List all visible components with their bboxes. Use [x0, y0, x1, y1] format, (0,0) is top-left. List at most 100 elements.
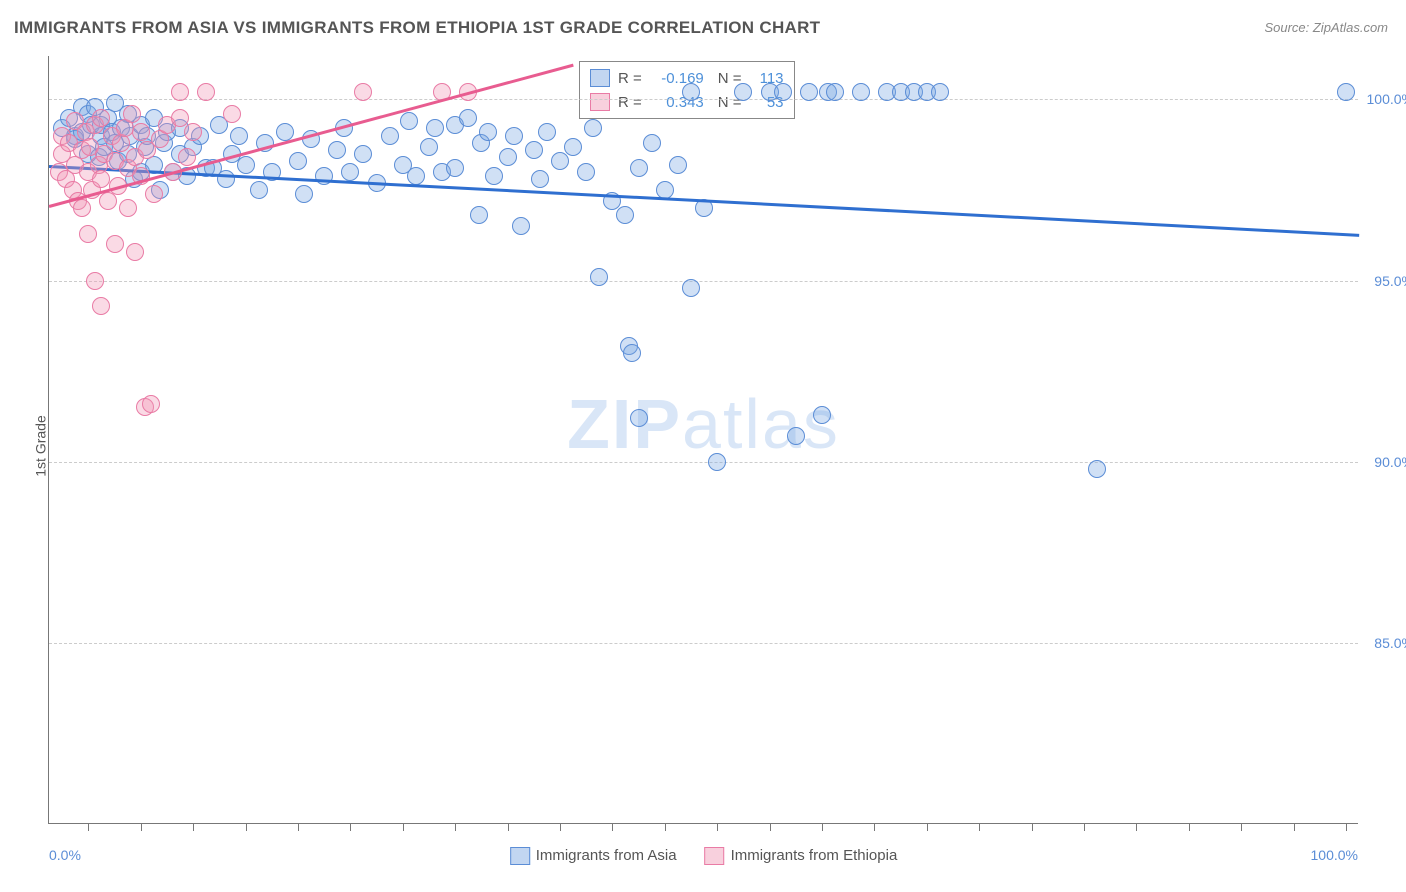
r-label: R =: [618, 94, 642, 111]
data-point: [774, 83, 792, 101]
x-tick: [979, 823, 980, 831]
data-point: [682, 279, 700, 297]
x-tick: [246, 823, 247, 831]
x-tick: [508, 823, 509, 831]
x-tick: [927, 823, 928, 831]
legend-swatch-icon: [590, 69, 610, 87]
gridline: [49, 643, 1358, 644]
x-tick: [770, 823, 771, 831]
gridline: [49, 281, 1358, 282]
gridline: [49, 462, 1358, 463]
x-tick: [1084, 823, 1085, 831]
data-point: [551, 152, 569, 170]
legend-swatch-icon: [510, 847, 530, 865]
data-point: [505, 127, 523, 145]
data-point: [145, 185, 163, 203]
data-point: [217, 170, 235, 188]
x-tick: [1346, 823, 1347, 831]
y-axis-label: 1st Grade: [33, 415, 49, 476]
data-point: [525, 141, 543, 159]
data-point: [106, 235, 124, 253]
data-point: [682, 83, 700, 101]
r-label: R =: [618, 70, 642, 87]
data-point: [1337, 83, 1355, 101]
data-point: [230, 127, 248, 145]
data-point: [142, 395, 160, 413]
x-tick: [665, 823, 666, 831]
legend-swatch-icon: [705, 847, 725, 865]
data-point: [787, 427, 805, 445]
data-point: [250, 181, 268, 199]
x-tick: [612, 823, 613, 831]
data-point: [86, 272, 104, 290]
data-point: [92, 297, 110, 315]
x-tick: [1294, 823, 1295, 831]
gridline: [49, 99, 1358, 100]
data-point: [852, 83, 870, 101]
data-point: [237, 156, 255, 174]
x-tick: [822, 823, 823, 831]
data-point: [499, 148, 517, 166]
y-tick-label: 85.0%: [1374, 635, 1406, 651]
x-tick: [1136, 823, 1137, 831]
data-point: [126, 243, 144, 261]
data-point: [92, 109, 110, 127]
data-point: [123, 105, 141, 123]
x-tick: [350, 823, 351, 831]
data-point: [459, 109, 477, 127]
x-tick: [455, 823, 456, 831]
data-point: [197, 83, 215, 101]
data-point: [813, 406, 831, 424]
data-point: [276, 123, 294, 141]
legend-label: Immigrants from Ethiopia: [731, 847, 898, 864]
data-point: [479, 123, 497, 141]
data-point: [79, 225, 97, 243]
data-point: [400, 112, 418, 130]
legend-item: Immigrants from Ethiopia: [705, 847, 898, 865]
data-point: [119, 199, 137, 217]
legend-swatch-icon: [590, 93, 610, 111]
data-point: [223, 105, 241, 123]
data-point: [1088, 460, 1106, 478]
data-point: [512, 217, 530, 235]
data-point: [295, 185, 313, 203]
legend-item: Immigrants from Asia: [510, 847, 677, 865]
data-point: [92, 170, 110, 188]
data-point: [485, 167, 503, 185]
x-tick: [1189, 823, 1190, 831]
data-point: [470, 206, 488, 224]
x-tick: [141, 823, 142, 831]
data-point: [826, 83, 844, 101]
data-point: [420, 138, 438, 156]
y-tick-label: 90.0%: [1374, 454, 1406, 470]
source-label: Source: ZipAtlas.com: [1264, 20, 1388, 35]
data-point: [538, 123, 556, 141]
x-tick: [717, 823, 718, 831]
data-point: [643, 134, 661, 152]
x-tick: [874, 823, 875, 831]
data-point: [669, 156, 687, 174]
y-tick-label: 100.0%: [1367, 91, 1406, 107]
data-point: [734, 83, 752, 101]
data-point: [616, 206, 634, 224]
regression-line: [49, 165, 1359, 236]
data-point: [630, 409, 648, 427]
x-tick: [403, 823, 404, 831]
data-point: [623, 344, 641, 362]
data-point: [381, 127, 399, 145]
x-tick: [1241, 823, 1242, 831]
data-point: [931, 83, 949, 101]
data-point: [171, 83, 189, 101]
legend-series: Immigrants from Asia Immigrants from Ethi…: [510, 847, 898, 865]
data-point: [178, 148, 196, 166]
data-point: [184, 123, 202, 141]
x-tick-label: 0.0%: [49, 847, 81, 863]
data-point: [354, 83, 372, 101]
data-point: [354, 145, 372, 163]
data-point: [531, 170, 549, 188]
data-point: [708, 453, 726, 471]
data-point: [289, 152, 307, 170]
data-point: [407, 167, 425, 185]
data-point: [590, 268, 608, 286]
data-point: [328, 141, 346, 159]
